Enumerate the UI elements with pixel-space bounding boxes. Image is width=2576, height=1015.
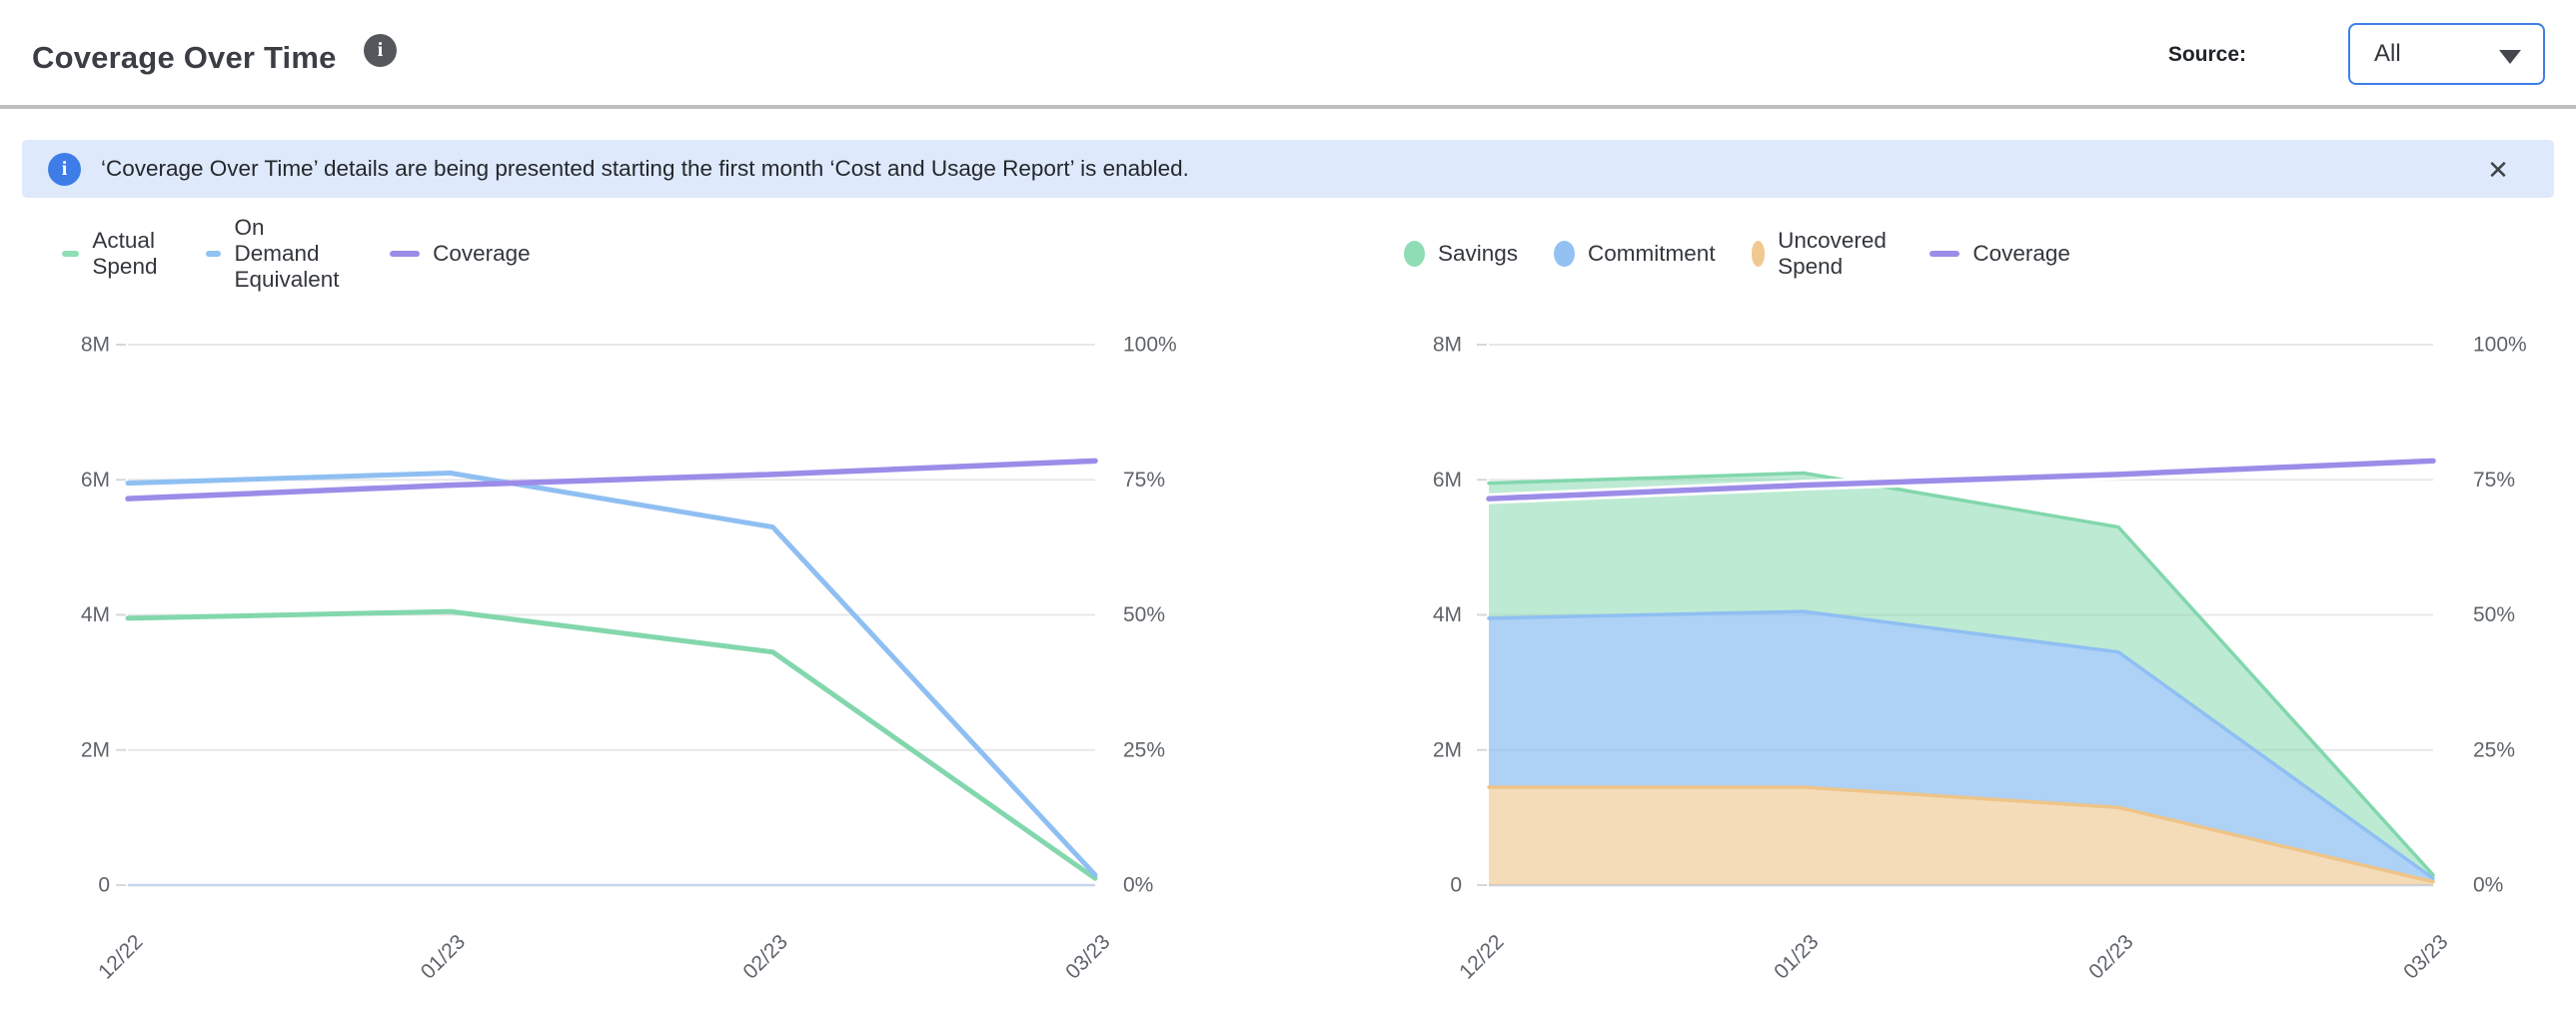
legend-line-icon-actual-spend xyxy=(62,251,80,257)
legend-label: On Demand Equivalent xyxy=(234,215,340,292)
y-axis-right-label: 25% xyxy=(2473,738,2515,761)
source-dropdown[interactable]: All xyxy=(2348,23,2545,85)
legend-item-savings[interactable]: Savings xyxy=(1404,241,1518,267)
y-axis-left-label: 2M xyxy=(81,738,110,761)
legend-label: Actual Spend xyxy=(92,228,158,279)
line-chart-legend: Actual Spend On Demand Equivalent Coverage xyxy=(62,215,531,292)
y-axis-right-label: 75% xyxy=(1123,469,1165,492)
legend-line-icon-on-demand-equivalent xyxy=(206,251,222,257)
panel-header: Coverage Over Time i Source: All xyxy=(0,0,2576,105)
y-axis-right-label: 100% xyxy=(1123,334,1177,357)
y-axis-right-label: 75% xyxy=(2473,469,2515,492)
legend-label: Uncovered Spend xyxy=(1778,228,1887,279)
line-coverage xyxy=(1486,458,2436,502)
header-divider xyxy=(0,105,2576,109)
line-actual-spend xyxy=(125,608,1098,881)
source-dropdown-value: All xyxy=(2374,40,2401,67)
area-edge xyxy=(1487,609,2435,880)
title-info-icon[interactable]: i xyxy=(364,34,397,67)
y-axis-left-label: 0 xyxy=(98,874,110,897)
banner-info-icon: i xyxy=(48,152,81,186)
y-axis-right-label: 0% xyxy=(1123,874,1153,897)
x-axis-label: 02/23 xyxy=(2084,930,2137,983)
legend-line-icon-coverage xyxy=(390,251,421,257)
y-axis-left-label: 8M xyxy=(1433,334,1462,357)
coverage-line-chart[interactable]: 0 0% 2M 25% 4M 50% 6M 75% 8M 100% 12/22 01/23 02/23 0… xyxy=(28,300,1199,1015)
y-axis-left-label: 0 xyxy=(1450,874,1462,897)
y-axis-left-label: 8M xyxy=(81,334,110,357)
chevron-down-icon xyxy=(2499,50,2521,64)
y-axis-right-label: 50% xyxy=(2473,603,2515,626)
y-axis-right-label: 25% xyxy=(1123,738,1165,761)
y-axis-right-label: 0% xyxy=(2473,874,2503,897)
line-on-demand-equivalent xyxy=(125,470,1098,878)
legend-label: Commitment xyxy=(1588,241,1716,266)
y-axis-left-label: 6M xyxy=(81,469,110,492)
legend-dot-icon-commitment xyxy=(1554,241,1576,267)
source-label: Source: xyxy=(2167,43,2246,66)
coverage-area-chart[interactable]: 0 0% 2M 25% 4M 50% 6M 75% 8M 100% 12/22 01/23 02/23 0… xyxy=(1392,300,2576,1015)
x-axis-label: 03/23 xyxy=(2399,930,2452,983)
area-uncovered-spend xyxy=(1489,786,2433,885)
banner-text: ‘Coverage Over Time’ details are being p… xyxy=(101,156,1189,181)
legend-item-coverage[interactable]: Coverage xyxy=(390,241,531,267)
area-chart-legend: Savings Commitment Uncovered Spend Coverage xyxy=(1404,228,2070,279)
y-axis-left-label: 2M xyxy=(1433,738,1462,761)
info-banner: i ‘Coverage Over Time’ details are being… xyxy=(22,140,2554,198)
area-edge xyxy=(1487,785,2435,884)
y-axis-left-label: 4M xyxy=(81,603,110,626)
x-axis-label: 12/22 xyxy=(1455,930,1508,983)
page-title: Coverage Over Time xyxy=(32,40,337,75)
legend-label: Coverage xyxy=(433,241,531,266)
y-axis-right-label: 50% xyxy=(1123,603,1165,626)
legend-item-uncovered-spend[interactable]: Uncovered Spend xyxy=(1751,228,1895,280)
area-commitment xyxy=(1489,611,2433,882)
y-axis-right-label: 100% xyxy=(2473,334,2527,357)
legend-item-actual-spend[interactable]: Actual Spend xyxy=(62,228,170,280)
area-savings xyxy=(1489,473,2433,879)
y-axis-left-label: 6M xyxy=(1433,469,1462,492)
legend-dot-icon-savings xyxy=(1404,241,1425,267)
legend-label: Coverage xyxy=(1972,241,2070,266)
legend-dot-icon-uncovered-spend xyxy=(1751,241,1766,267)
y-axis-left-label: 4M xyxy=(1433,603,1462,626)
close-icon[interactable]: ✕ xyxy=(2487,155,2509,185)
line-coverage xyxy=(125,458,1098,502)
x-axis-label: 03/23 xyxy=(1061,930,1114,983)
legend-item-commitment[interactable]: Commitment xyxy=(1554,241,1716,267)
legend-item-on-demand-equivalent[interactable]: On Demand Equivalent xyxy=(206,215,354,293)
x-axis-label: 01/23 xyxy=(417,930,470,983)
x-axis-label: 02/23 xyxy=(738,930,791,983)
legend-line-icon-coverage xyxy=(1930,251,1960,257)
legend-label: Savings xyxy=(1438,241,1519,266)
area-edge xyxy=(1487,471,2435,877)
legend-item-coverage[interactable]: Coverage xyxy=(1930,241,2070,267)
x-axis-label: 12/22 xyxy=(94,930,147,983)
x-axis-label: 01/23 xyxy=(1770,930,1823,983)
